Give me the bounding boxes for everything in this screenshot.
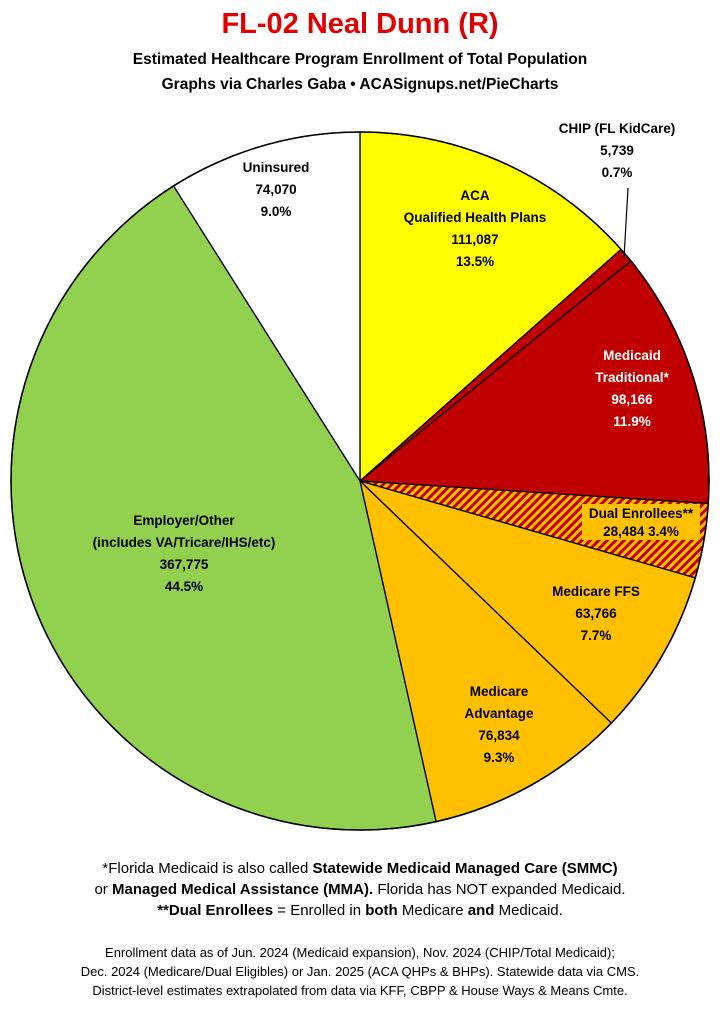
pie-chart: ACA Qualified Health Plans 111,087 13.5% CHI… [10, 121, 710, 831]
chart-title: FL-02 Neal Dunn (R) [221, 8, 499, 40]
pie-labels: ACA Qualified Health Plans 111,087 13.5% CHI… [93, 121, 700, 765]
slice-label-name: CHIP (FL KidCare) [559, 121, 676, 136]
slice-label-name: Traditional* [595, 370, 669, 385]
slice-label-value: 111,087 [451, 232, 498, 247]
chart-subtitle: Estimated Healthcare Program Enrollment … [132, 51, 588, 68]
slice-label-value: 5,739 [600, 143, 634, 158]
slice-label-value: 63,766 [575, 606, 617, 621]
slice-label-name: Qualified Health Plans [404, 210, 547, 225]
slice-label-value: 367,775 [160, 557, 209, 572]
slice-label-percent: 7.7% [581, 628, 612, 643]
slice-label-name: Medicaid [603, 348, 661, 363]
slice-label-percent: 11.9% [613, 414, 651, 429]
data-source-footer: Enrollment data as of Jun. 2024 (Medicai… [0, 943, 720, 1000]
footnote-medicaid-name: *Florida Medicaid is also called Statewi… [102, 860, 618, 877]
slice-label-name: Medicare [470, 684, 529, 699]
slice-label-name: Uninsured [243, 160, 310, 175]
footer-line-1: Enrollment data as of Jun. 2024 (Medicai… [105, 945, 615, 960]
slice-label-percent: 13.5% [456, 254, 494, 269]
slice-label-percent: 44.5% [165, 579, 203, 594]
footer-line-3: District-level estimates extrapolated fr… [92, 983, 628, 998]
slice-label-name: Employer/Other [133, 513, 235, 528]
footnote-dual-enrollees: **Dual Enrollees = Enrolled in both Medi… [157, 902, 563, 919]
chip-leader-line [623, 187, 629, 259]
dual-label-box [582, 504, 700, 540]
footnotes: *Florida Medicaid is also called Statewi… [0, 858, 720, 921]
slice-label-percent: 9.3% [484, 750, 515, 765]
slice-label-name: ACA [460, 188, 489, 203]
slice-label-value: 98,166 [611, 392, 653, 407]
footnote-mma: or Managed Medical Assistance (MMA). Flo… [94, 881, 626, 898]
slice-label-value: 28,484 3.4% [603, 524, 679, 539]
slice-label-percent: 0.7% [602, 165, 633, 180]
slice-label-percent: 9.0% [261, 204, 292, 219]
footer-line-2: Dec. 2024 (Medicare/Dual Eligibles) or J… [80, 964, 640, 979]
slice-label-value: 76,834 [478, 728, 520, 743]
slice-label-value: 74,070 [255, 182, 296, 197]
pie-outline [10, 131, 710, 831]
pie-slices [10, 131, 710, 831]
slice-label-name: Medicare FFS [552, 584, 640, 599]
chart-credit: Graphs via Charles Gaba • ACASignups.net… [161, 76, 559, 93]
slice-label-name: (includes VA/Tricare/IHS/etc) [93, 535, 276, 550]
slice-label-name: Advantage [464, 706, 534, 721]
slice-label-name: Dual Enrollees** [589, 506, 694, 521]
